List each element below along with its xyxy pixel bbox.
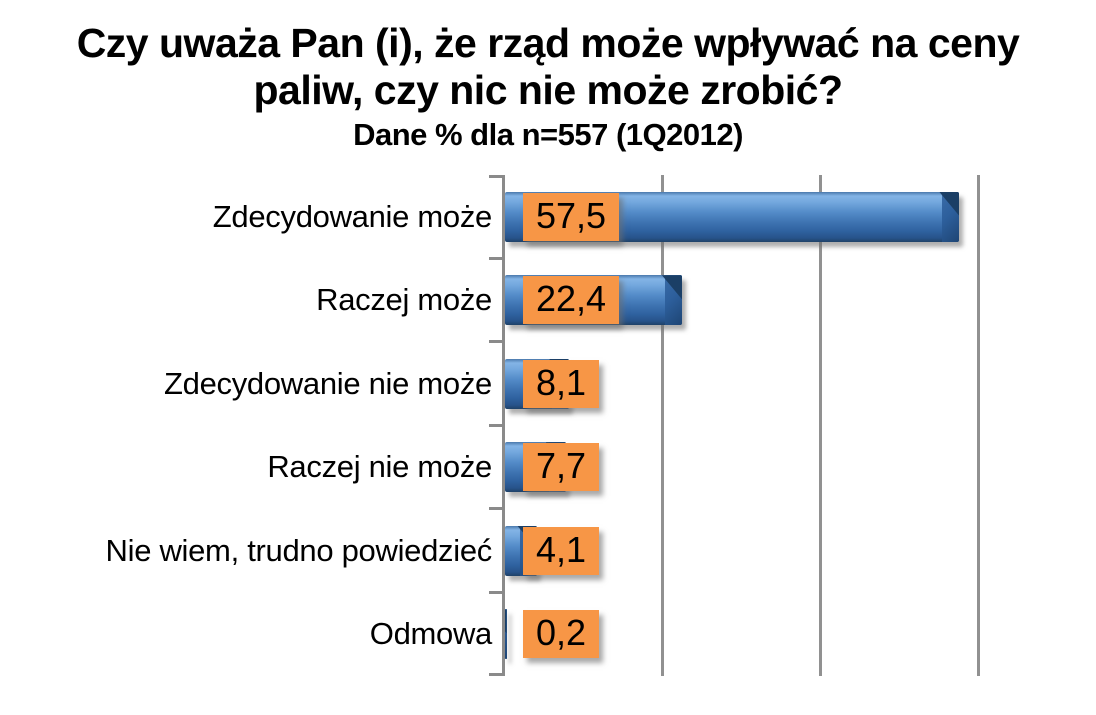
- axis-tick: [489, 256, 502, 260]
- category-label: Nie wiem, trudno powiedzieć: [105, 532, 493, 568]
- bar-row: 0,2: [505, 593, 979, 677]
- axis-tick: [489, 591, 502, 594]
- chart-title-line1: Czy uważa Pan (i), że rząd może wpływać …: [76, 20, 1020, 66]
- category-label: Zdecydowanie może: [212, 198, 493, 234]
- y-axis-line: [502, 175, 505, 676]
- bar: [505, 609, 507, 660]
- gridline-40: [818, 175, 822, 676]
- category-label: Raczej nie może: [267, 449, 492, 485]
- bar-row: 22,4: [505, 259, 979, 343]
- axis-tick: [489, 340, 502, 344]
- axis-tick: [489, 424, 502, 427]
- chart-title-line2: paliw, czy nic nie może zrobić?: [253, 66, 843, 113]
- chart-subtitle: Dane % dla n=557 (1Q2012): [353, 117, 743, 152]
- chart-area: Zdecydowanie może Raczej może Zdecydowanie…: [0, 175, 1096, 676]
- category-label: Zdecydowanie nie może: [164, 365, 492, 401]
- value-label: 22,4: [523, 276, 620, 325]
- bar-row: 7,7: [505, 426, 979, 510]
- bar-row: 57,5: [505, 175, 979, 259]
- value-label: 0,2: [523, 610, 600, 659]
- value-label: 8,1: [523, 359, 600, 408]
- value-label: 57,5: [523, 192, 620, 241]
- gridline-20: [660, 175, 664, 676]
- gridline-60: [977, 175, 980, 676]
- chart-title: Czy uważa Pan (i), że rząd może wpływać …: [0, 20, 1096, 113]
- bar-row: 8,1: [505, 342, 979, 426]
- axis-tick: [489, 175, 502, 178]
- bar-row: 4,1: [505, 509, 979, 593]
- plot-area: 57,5 22,4 8,1 7,7 4,1 0,2: [489, 175, 980, 677]
- axis-tick: [489, 507, 502, 511]
- value-label: 7,7: [523, 443, 600, 492]
- category-label: Raczej może: [316, 282, 492, 318]
- axis-tick: [489, 673, 502, 676]
- category-label: Odmowa: [369, 616, 493, 652]
- category-axis-labels: Zdecydowanie może Raczej może Zdecydowanie…: [0, 175, 493, 676]
- value-label: 4,1: [523, 526, 600, 575]
